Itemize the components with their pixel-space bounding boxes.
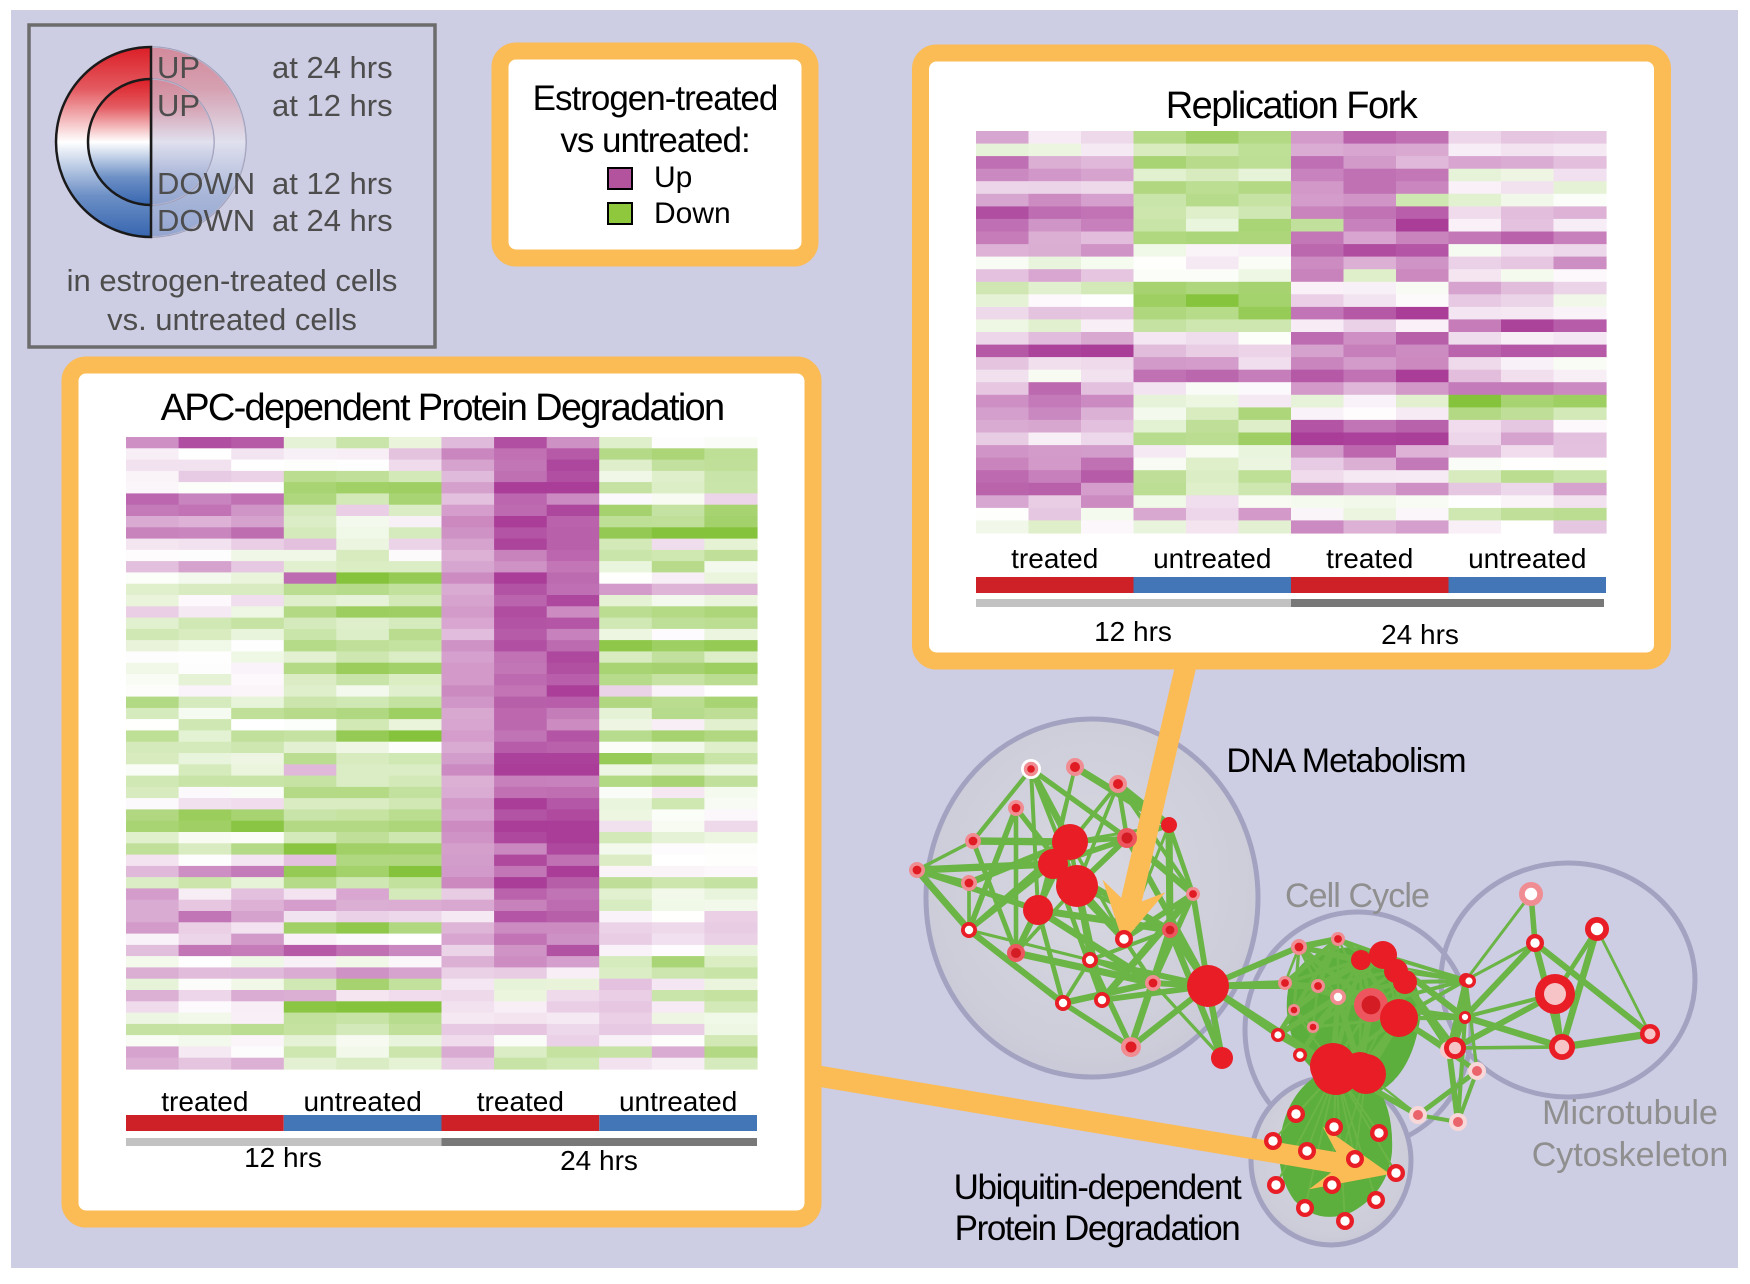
svg-text:Cell Cycle: Cell Cycle [1285, 877, 1429, 915]
svg-text:at 24 hrs: at 24 hrs [272, 50, 393, 85]
svg-text:Up: Up [654, 161, 692, 194]
svg-text:untreated: untreated [619, 1086, 737, 1117]
svg-text:UP: UP [157, 50, 200, 85]
svg-text:DOWN: DOWN [157, 166, 255, 201]
svg-text:APC-dependent Protein Degradat: APC-dependent Protein Degradation [161, 387, 724, 429]
svg-text:Down: Down [654, 197, 731, 230]
svg-text:treated: treated [1326, 543, 1413, 574]
svg-text:Protein Degradation: Protein Degradation [955, 1209, 1240, 1248]
svg-text:at 24 hrs: at 24 hrs [272, 203, 393, 238]
svg-text:12 hrs: 12 hrs [244, 1142, 322, 1173]
svg-text:treated: treated [1011, 543, 1098, 574]
svg-text:Ubiquitin-dependent: Ubiquitin-dependent [954, 1168, 1242, 1207]
svg-text:DNA Metabolism: DNA Metabolism [1226, 742, 1465, 780]
svg-text:untreated: untreated [1153, 543, 1271, 574]
svg-text:Estrogen-treated: Estrogen-treated [533, 79, 778, 118]
svg-text:Cytoskeleton: Cytoskeleton [1532, 1136, 1729, 1174]
svg-text:Microtubule: Microtubule [1542, 1094, 1718, 1132]
svg-text:Replication Fork: Replication Fork [1166, 85, 1419, 127]
svg-text:at 12 hrs: at 12 hrs [272, 166, 393, 201]
svg-text:vs untreated:: vs untreated: [560, 121, 749, 160]
svg-text:UP: UP [157, 88, 200, 123]
svg-text:untreated: untreated [303, 1086, 421, 1117]
svg-text:vs. untreated cells: vs. untreated cells [107, 302, 357, 337]
svg-text:untreated: untreated [1468, 543, 1586, 574]
svg-text:in estrogen-treated cells: in estrogen-treated cells [67, 263, 398, 298]
svg-text:24 hrs: 24 hrs [1381, 619, 1459, 650]
svg-text:treated: treated [477, 1086, 564, 1117]
svg-text:at 12 hrs: at 12 hrs [272, 88, 393, 123]
svg-text:treated: treated [161, 1086, 248, 1117]
svg-text:DOWN: DOWN [157, 203, 255, 238]
svg-text:12 hrs: 12 hrs [1094, 616, 1172, 647]
svg-text:24 hrs: 24 hrs [560, 1145, 638, 1176]
